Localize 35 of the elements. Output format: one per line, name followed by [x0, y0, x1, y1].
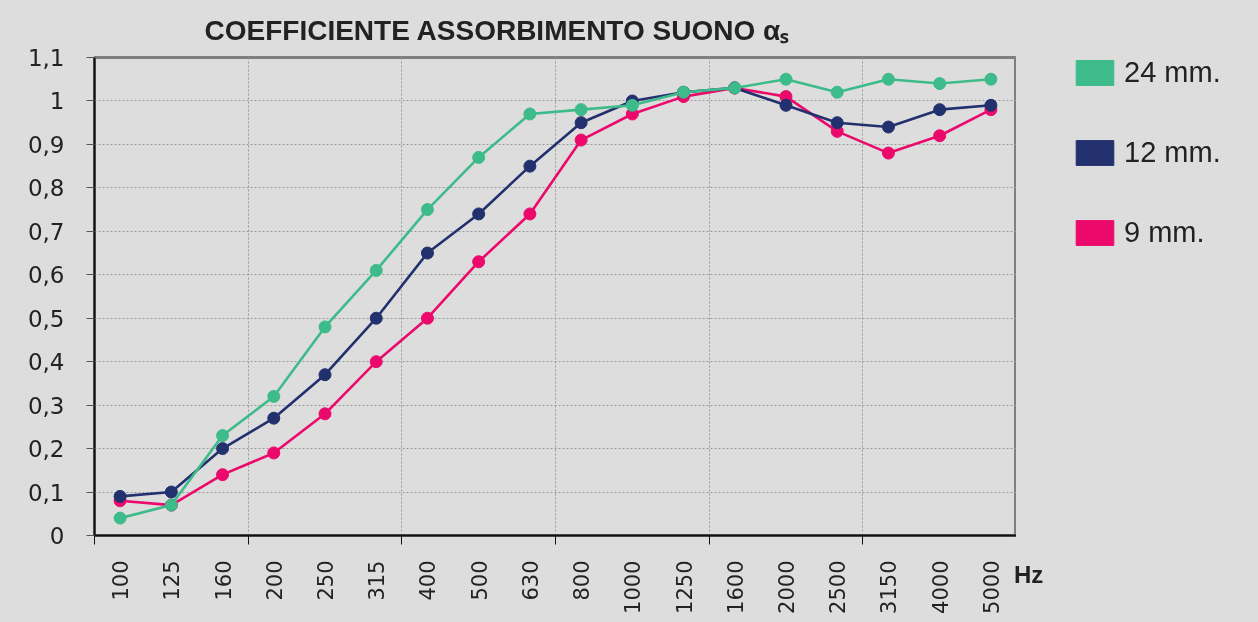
y-tick-label: 0	[49, 523, 65, 549]
x-tick-label: 1600	[723, 560, 748, 614]
x-tick-label: 4000	[928, 560, 953, 614]
x-tick-label: 800	[570, 560, 595, 601]
chart-title: COEFFICIENTE ASSORBIMENTO SUONO αₛ	[204, 14, 790, 46]
x-tick-label: 5000	[979, 560, 1004, 614]
y-tick-label: 0,2	[27, 436, 65, 463]
x-tick-label: 125	[160, 560, 185, 601]
y-tick-label: 0,1	[27, 479, 65, 506]
y-tick-label: 0,8	[27, 175, 65, 202]
y-tick-label: 0,7	[27, 218, 65, 245]
x-tick-label: 100	[109, 560, 134, 601]
x-tick-label: 400	[416, 560, 441, 601]
y-tick-label: 0,9	[27, 131, 65, 158]
x-tick-label: 1250	[672, 560, 697, 614]
x-tick-label: 200	[262, 560, 287, 601]
x-axis-title: Hz	[1014, 561, 1044, 589]
y-tick-label: 0,3	[27, 392, 65, 419]
x-tick-label: 500	[467, 560, 492, 601]
y-tick-label: 0,6	[27, 262, 65, 289]
y-tick-label: 0,5	[27, 305, 65, 332]
x-tick-label: 250	[314, 560, 338, 601]
x-tick-label: 315	[365, 560, 390, 601]
x-tick-label: 2500	[826, 560, 851, 614]
y-tick-label: 0,4	[27, 349, 65, 376]
x-tick-label: 630	[518, 560, 543, 601]
legend-label: 24 mm.	[1124, 56, 1221, 89]
x-tick-label: 1000	[621, 560, 646, 614]
y-tick-label: 1	[49, 88, 65, 115]
x-tick-label: 3150	[877, 560, 902, 614]
legend-label: 12 mm.	[1124, 136, 1221, 169]
legend-label: 9 mm.	[1124, 216, 1205, 249]
x-tick-label: 2000	[775, 560, 799, 614]
y-tick-label: 1,1	[27, 45, 65, 71]
x-tick-label: 160	[211, 560, 236, 601]
